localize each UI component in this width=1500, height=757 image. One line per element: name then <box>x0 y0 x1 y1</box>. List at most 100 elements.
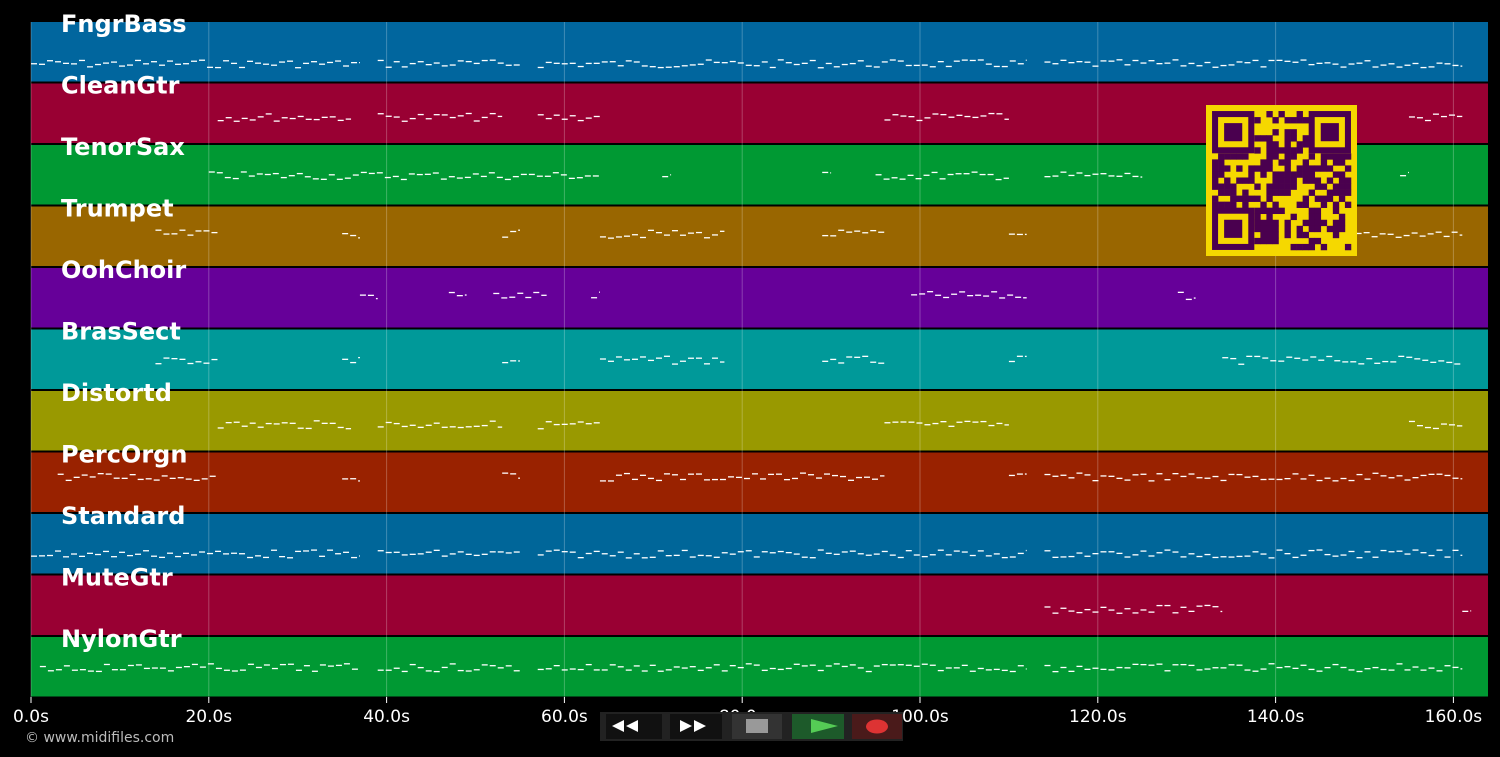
qr-cell <box>1224 165 1231 172</box>
record-button[interactable] <box>852 714 902 739</box>
qr-cell <box>1272 189 1279 196</box>
qr-cell <box>1248 165 1255 172</box>
qr-cell <box>1260 165 1267 172</box>
qr-cell <box>1218 201 1225 208</box>
rewind-button[interactable] <box>606 714 662 739</box>
qr-cell <box>1308 189 1316 196</box>
qr-cell <box>1278 171 1285 178</box>
qr-cell <box>1242 195 1249 202</box>
forward-button[interactable] <box>670 714 722 739</box>
qr-cell <box>1320 183 1328 190</box>
track-name: BrasSect <box>61 318 181 346</box>
qr-cell <box>1260 237 1267 245</box>
qr-cell <box>1272 237 1279 245</box>
qr-cell <box>1278 111 1285 118</box>
tick-label: 160.0s <box>1425 707 1483 727</box>
qr-cell <box>1236 195 1243 202</box>
qr-cell <box>1296 141 1303 148</box>
qr-cell <box>1326 153 1334 160</box>
qr-cell <box>1236 153 1243 160</box>
qr-cell <box>1308 237 1316 245</box>
qr-cell <box>1332 219 1340 227</box>
qr-cell <box>1308 171 1316 178</box>
qr-cell <box>1224 183 1231 190</box>
qr-cell <box>1332 183 1340 190</box>
qr-cell <box>1332 201 1340 208</box>
qr-cell <box>1242 153 1249 160</box>
qr-cell <box>1338 177 1346 184</box>
qr-cell <box>1296 243 1303 251</box>
qr-cell <box>1254 195 1261 202</box>
qr-cell <box>1320 195 1328 202</box>
qr-cell <box>1344 201 1352 208</box>
qr-cell <box>1332 189 1340 196</box>
qr-cell <box>1236 165 1243 172</box>
stop-button[interactable] <box>732 714 782 739</box>
qr-cell <box>1254 207 1261 215</box>
qr-cell <box>1224 153 1231 160</box>
qr-cell <box>1320 219 1328 227</box>
qr-cell <box>1272 117 1279 124</box>
qr-cell <box>1284 117 1291 124</box>
qr-cell <box>1326 225 1334 233</box>
play-button[interactable] <box>792 714 844 739</box>
qr-cell <box>1320 153 1328 160</box>
qr-cell <box>1296 171 1303 178</box>
qr-cell <box>1320 159 1328 166</box>
qr-cell <box>1290 153 1297 160</box>
qr-cell <box>1290 243 1297 251</box>
track-name: PercOrgn <box>61 441 187 469</box>
qr-cell <box>1278 207 1285 215</box>
copyright: © www.midifiles.com <box>25 730 174 746</box>
qr-cell <box>1212 201 1219 208</box>
qr-cell <box>1308 243 1316 251</box>
qr-cell <box>1266 135 1273 142</box>
qr-cell <box>1272 201 1279 208</box>
qr-cell <box>1308 225 1316 233</box>
qr-cell <box>1218 153 1225 160</box>
qr-cell <box>1230 201 1237 208</box>
qr-cell <box>1290 117 1297 124</box>
qr-cell <box>1332 231 1340 239</box>
qr-cell <box>1308 177 1316 184</box>
qr-cell <box>1296 111 1303 118</box>
qr-cell <box>1326 189 1334 196</box>
qr-cell <box>1314 207 1322 215</box>
qr-cell <box>1248 171 1255 178</box>
qr-cell <box>1266 141 1273 148</box>
qr-cell <box>1254 237 1261 245</box>
qr-cell <box>1260 219 1267 227</box>
track-lane <box>31 268 1488 328</box>
track-lane <box>31 452 1488 512</box>
track-labels: FngrBass CleanGtr TenorSax Trumpet OohChoir B… <box>61 10 187 653</box>
qr-cell <box>1272 171 1279 178</box>
qr-cell <box>1224 189 1231 196</box>
qr-cell <box>1302 231 1309 239</box>
qr-cell <box>1338 195 1346 202</box>
qr-cell <box>1272 153 1279 160</box>
qr-cell <box>1284 129 1291 136</box>
qr-cell <box>1260 231 1267 239</box>
qr-cell <box>1218 171 1225 178</box>
qr-cell <box>1290 147 1297 154</box>
qr-cell <box>1218 189 1225 196</box>
qr-cell <box>1338 171 1346 178</box>
qr-cell <box>1218 159 1225 166</box>
qr-cell <box>1332 225 1340 233</box>
qr-cell <box>1290 129 1297 136</box>
qr-cell <box>1284 159 1291 166</box>
qr-cell <box>1302 201 1309 208</box>
qr-cell <box>1284 135 1291 142</box>
qr-cell <box>1254 183 1261 190</box>
qr-cell <box>1344 183 1352 190</box>
tick-label: 60.0s <box>541 707 588 727</box>
qr-cell <box>1284 183 1291 190</box>
track-lane <box>31 391 1488 451</box>
qr-cell <box>1284 177 1291 184</box>
qr-cell <box>1272 141 1279 148</box>
track-name: Standard <box>61 502 185 530</box>
qr-cell <box>1326 195 1334 202</box>
qr-cell <box>1212 195 1219 202</box>
qr-cell <box>1260 135 1267 142</box>
qr-cell <box>1254 147 1261 154</box>
